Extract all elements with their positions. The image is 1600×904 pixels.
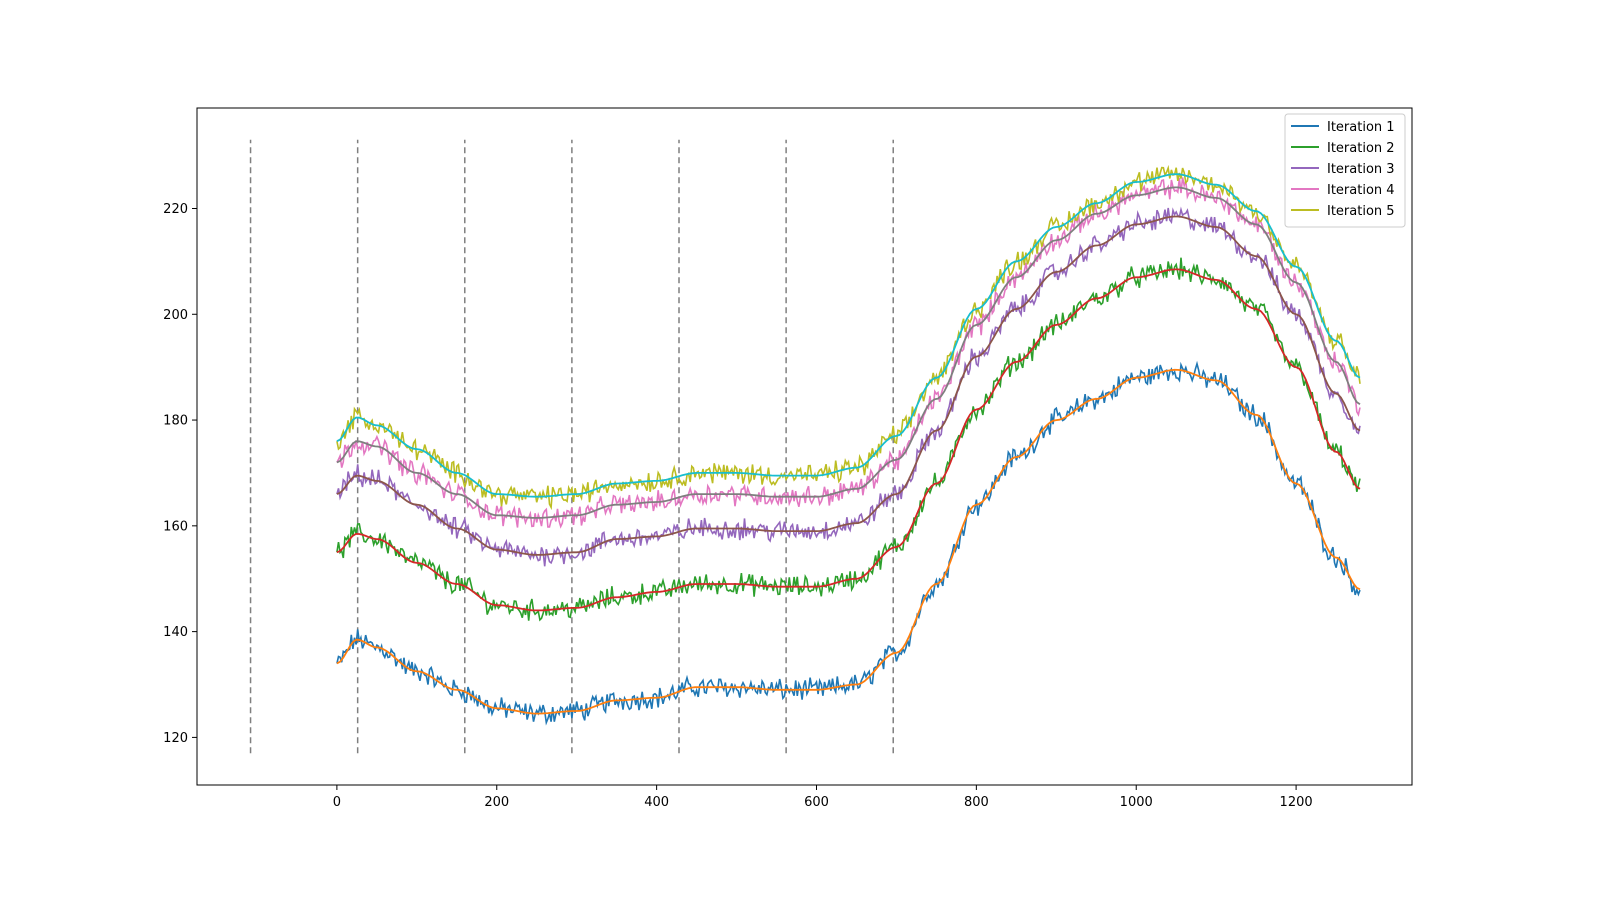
x-tick-label: 600 xyxy=(804,795,829,810)
legend-label: Iteration 2 xyxy=(1327,141,1395,156)
series-line-raw xyxy=(336,257,1361,622)
x-tick-label: 1200 xyxy=(1280,795,1313,810)
legend-label: Iteration 4 xyxy=(1327,183,1395,198)
legend-label: Iteration 1 xyxy=(1327,120,1395,135)
series-line-raw xyxy=(336,177,1361,529)
plot-area xyxy=(249,139,1361,754)
y-axis: 120 140 160 180 200 220 xyxy=(163,202,197,746)
axes-frame xyxy=(196,107,1413,786)
x-tick-label: 400 xyxy=(644,795,669,810)
series-line-smoothed xyxy=(336,368,1361,715)
legend-label: Iteration 3 xyxy=(1327,162,1395,177)
x-axis: 0 200 400 600 800 1000 1200 xyxy=(333,785,1313,810)
x-tick-label: 1000 xyxy=(1120,795,1153,810)
series-line-smoothed xyxy=(336,186,1361,519)
y-tick-label: 140 xyxy=(163,625,188,640)
y-tick-label: 220 xyxy=(163,202,188,217)
series-line-smoothed xyxy=(336,268,1361,612)
y-tick-label: 160 xyxy=(163,519,188,534)
series-line-raw xyxy=(336,360,1361,726)
legend: Iteration 1 Iteration 2 Iteration 3 Iterati… xyxy=(1284,113,1406,228)
x-tick-label: 0 xyxy=(333,795,341,810)
legend-box xyxy=(1284,113,1406,228)
series-line-raw xyxy=(336,164,1361,511)
y-tick-label: 200 xyxy=(163,308,188,323)
x-tick-label: 200 xyxy=(484,795,509,810)
legend-label: Iteration 5 xyxy=(1327,204,1395,219)
y-tick-label: 120 xyxy=(163,731,188,746)
series-line-smoothed xyxy=(336,215,1361,556)
series-line-smoothed xyxy=(336,173,1361,498)
x-tick-label: 800 xyxy=(964,795,989,810)
y-tick-label: 180 xyxy=(163,414,188,429)
